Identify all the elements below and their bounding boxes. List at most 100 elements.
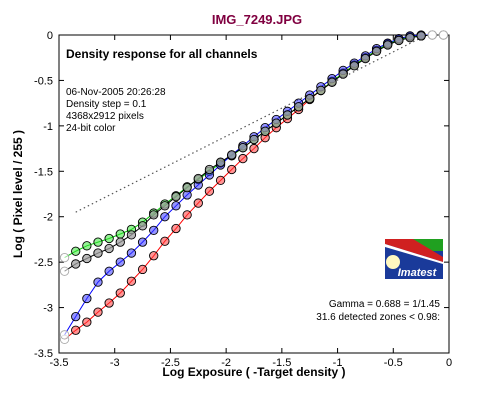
x-tick-label: -0.5	[384, 357, 403, 369]
gray-data-point	[71, 259, 81, 269]
gray-data-point	[416, 31, 426, 41]
gray-data-point	[438, 30, 449, 40]
gray-data-point	[227, 150, 237, 160]
gray-data-point	[293, 102, 304, 112]
green-data-point	[82, 241, 92, 251]
gray-data-point	[360, 53, 371, 64]
info-color: 24-bit color	[66, 123, 116, 134]
y-tick-label: 0	[47, 30, 53, 42]
gray-data-point	[59, 266, 70, 276]
info-datetime: 06-Nov-2005 20:26:28	[66, 87, 166, 98]
gray-data-point	[405, 33, 415, 43]
red-data-point	[126, 276, 137, 286]
gray-data-point	[427, 30, 437, 40]
gray-data-point	[82, 253, 92, 264]
x-tick-label: 0	[446, 357, 452, 369]
gamma-readout: Gamma = 0.688 = 1/1.45	[329, 299, 441, 310]
gray-data-point	[394, 35, 404, 46]
plot-area	[58, 34, 450, 354]
gray-data-point	[137, 221, 148, 231]
y-tick-label: -1	[43, 121, 53, 133]
blue-data-point	[160, 212, 170, 222]
blue-data-point	[126, 248, 137, 258]
blue-data-point	[71, 312, 81, 322]
gray-data-point	[171, 192, 181, 202]
blue-data-point	[93, 277, 103, 287]
image-title: IMG_7249.JPG	[212, 12, 302, 27]
logo-red-band	[385, 239, 443, 262]
y-tick-label: -2.5	[34, 257, 53, 269]
gray-data-point	[215, 157, 226, 167]
zones-readout: 31.6 detected zones < 0.98:	[316, 312, 440, 323]
gray-data-point	[238, 143, 248, 153]
red-data-point	[160, 236, 170, 246]
ticks-layer: -3.5 -3 -2.5 -2 -1.5 -1 -0.5 0 0 -0.5 -1 -1.5 -2 -2.5…	[34, 30, 452, 369]
x-tick-label: -2.5	[161, 357, 180, 369]
gray-data-point	[160, 201, 170, 211]
y-axis-label: Log ( Pixel level / 255 )	[11, 130, 25, 258]
gray-data-point	[204, 164, 215, 175]
red-data-point	[227, 164, 237, 175]
blue-data-point	[104, 266, 114, 276]
gray-data-point	[282, 110, 293, 120]
panel-title: Density response for all channels	[66, 47, 258, 61]
info-pixels: 4368x2912 pixels	[66, 111, 144, 122]
x-tick-label: -3.5	[50, 357, 69, 369]
logo-green-band	[413, 239, 443, 251]
red-data-point	[215, 175, 226, 186]
blue-data-point	[59, 330, 70, 340]
blue-data-point	[82, 293, 92, 304]
blue-data-point	[137, 237, 148, 247]
gray-data-point	[327, 77, 337, 87]
gray-data-point	[305, 93, 315, 104]
red-data-point	[204, 186, 215, 196]
green-data-point	[71, 246, 81, 256]
red-data-point	[238, 153, 248, 164]
y-tick-label: -3	[43, 303, 53, 315]
x-tick-label: -2	[221, 357, 231, 369]
gray-data-point	[126, 230, 137, 240]
y-tick-label: -3.5	[34, 348, 53, 360]
blue-data-point	[149, 225, 159, 235]
green-data-point	[104, 233, 114, 244]
y-tick-label: -0.5	[34, 75, 53, 87]
x-axis-label: Log Exposure ( -Target density )	[162, 365, 345, 379]
gray-data-point	[104, 243, 114, 254]
red-data-point	[137, 264, 148, 275]
logo-text: Imatest	[398, 267, 438, 279]
red-data-point	[182, 210, 192, 220]
red-data-point	[115, 288, 125, 298]
logo-sun-icon	[386, 255, 400, 269]
series-layer	[59, 30, 449, 345]
y-tick-label: -2	[43, 212, 53, 224]
logo-white-band	[385, 244, 443, 264]
gray-data-point	[115, 237, 125, 247]
gray-data-point	[271, 118, 281, 128]
blue-data-point	[171, 201, 181, 211]
red-data-point	[82, 317, 92, 327]
blue-data-point	[115, 257, 125, 267]
gray-data-point	[249, 134, 259, 145]
green-data-point	[59, 252, 70, 263]
red-data-point	[104, 298, 114, 308]
red-data-point	[149, 251, 159, 261]
gray-data-point	[193, 173, 203, 184]
x-tick-label: -3	[110, 357, 120, 369]
gray-data-point	[349, 61, 359, 71]
gray-data-point	[383, 40, 393, 50]
green-data-point	[93, 237, 103, 247]
red-data-point	[249, 143, 259, 154]
gray-data-point	[149, 210, 159, 220]
gray-data-point	[260, 126, 270, 136]
gray-data-point	[338, 69, 348, 79]
gray-data-point	[182, 182, 192, 193]
red-data-point	[193, 198, 203, 208]
red-data-point	[171, 223, 181, 234]
gray-data-point	[93, 248, 103, 258]
gray-data-point	[316, 85, 326, 96]
green-data-point	[115, 229, 125, 239]
imatest-logo: Imatest	[385, 239, 443, 279]
gray-data-point	[371, 46, 382, 57]
x-tick-label: -1.5	[272, 357, 291, 369]
